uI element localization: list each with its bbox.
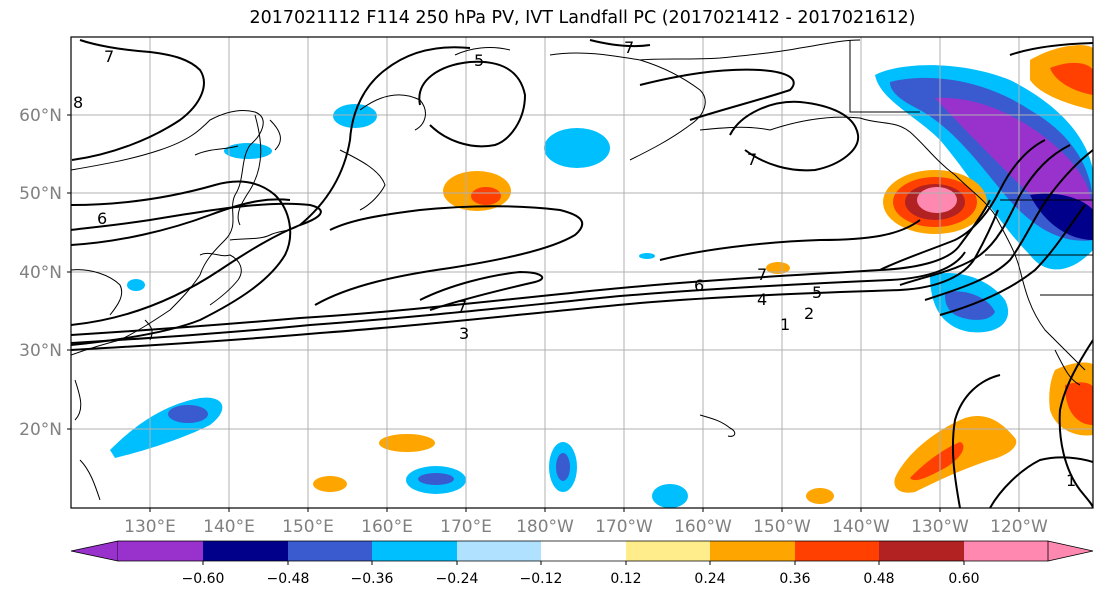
colorbar-tick-label: 0.36 [779,571,810,587]
colorbar-segment [795,541,879,561]
neg-anomaly-small-2 [639,253,655,259]
lon-label: 150°W [753,517,811,537]
lon-label: 150°E [282,517,334,537]
contour-label: 8 [73,93,83,112]
contour-label: 7 [747,150,757,169]
contour-label: 4 [757,290,767,309]
colorbar-tick-label: −0.36 [351,571,394,587]
colorbar-extend-high [1047,540,1094,562]
graticule [71,37,1093,508]
lat-label: 20°N [19,420,62,440]
colorbar-tick-label: −0.60 [182,571,225,587]
neg-anomaly-west-coast-core [935,97,1093,218]
lon-label: 140°E [203,517,255,537]
pos-anomaly-nw-core [917,187,957,213]
colorbar-segment [879,541,964,561]
neg-anomaly-bering [544,128,610,168]
lat-label: 40°N [19,263,62,283]
tick-marks [67,114,1020,512]
lat-label: 50°N [19,184,62,204]
colorbar-segment [710,541,795,561]
colorbar-tick-label: 0.24 [694,571,725,587]
neg-anomaly-subtropic-2-core [556,453,570,481]
colorbar-segment [964,541,1048,561]
pv-contours [71,39,1093,508]
contour-labels: 7 7 5 8 6 7 7 7 6 4 5 2 1 3 1 [73,38,1076,490]
longitude-labels: 130°E 140°E 150°E 160°E 170°E 180°W 170°… [124,517,1048,537]
pos-anomaly-se-core [1065,382,1093,425]
lon-label: 170°W [595,517,653,537]
lon-label: 130°W [911,517,969,537]
colorbar-segment [118,541,203,561]
colorbar-tick-label: 0.48 [863,571,894,587]
lon-label: 160°W [674,517,732,537]
pos-anomaly-small-1 [806,488,834,504]
coastlines [71,39,1093,501]
contour-label: 7 [624,38,634,57]
neg-anomaly-subtropic-3 [652,484,688,508]
neg-anomaly-okhotsk [224,143,272,159]
lon-label: 140°W [832,517,890,537]
contour-label: 2 [804,304,814,323]
lon-label: 130°E [124,517,176,537]
colorbar-tick-label: 0.60 [948,571,979,587]
neg-anomaly-west-coast-deep [1030,193,1093,240]
lon-label: 160°E [361,517,413,537]
pos-anomaly-kamchatka-core [471,187,501,205]
colorbar-tick-label: −0.24 [436,571,479,587]
pos-anomaly-small-4 [313,476,347,492]
contour-label: 7 [104,47,114,66]
pos-anomaly-small-2 [766,262,790,274]
colorbar-segment [288,541,372,561]
colorbar-segment [203,541,288,561]
neg-anomaly-small-1 [127,279,145,291]
contour-label: 7 [757,265,767,284]
contour-label: 6 [97,209,107,228]
contour-label: 5 [812,283,822,302]
neg-anomaly-subtropic-1-core [418,473,454,485]
lat-label: 60°N [19,106,62,126]
colorbar-tick-label: −0.12 [520,571,563,587]
colorbar-segment [457,541,541,561]
lon-label: 120°W [990,517,1048,537]
colorbar-segment [372,541,457,561]
lon-label: 180°W [516,517,574,537]
colorbar: −0.60 −0.48 −0.36 −0.24 −0.12 0.12 0.24 … [70,540,1094,587]
contour-label: 5 [474,51,484,70]
pos-anomaly-small-3 [379,434,435,452]
pos-anomaly-subtropics-core [910,442,964,481]
contour-label: 3 [459,324,469,343]
latitude-labels: 60°N 50°N 40°N 30°N 20°N [19,106,62,440]
contour-label: 7 [457,297,467,316]
colorbar-extend-low [70,540,119,562]
colorbar-tick-label: 0.12 [610,571,641,587]
colorbar-segment [626,541,710,561]
colorbar-segment [541,541,626,561]
contour-label: 6 [694,276,704,295]
pos-anomaly-ne-core [1050,62,1093,95]
colorbar-tick-label: −0.48 [267,571,310,587]
map-title: 2017021112 F114 250 hPa PV, IVT Landfall… [249,8,916,28]
contour-label: 1 [780,315,790,334]
neg-anomaly-philippine-core [168,405,208,423]
contour-label: 1 [1066,471,1076,490]
lat-label: 30°N [19,341,62,361]
lon-label: 170°E [440,517,492,537]
